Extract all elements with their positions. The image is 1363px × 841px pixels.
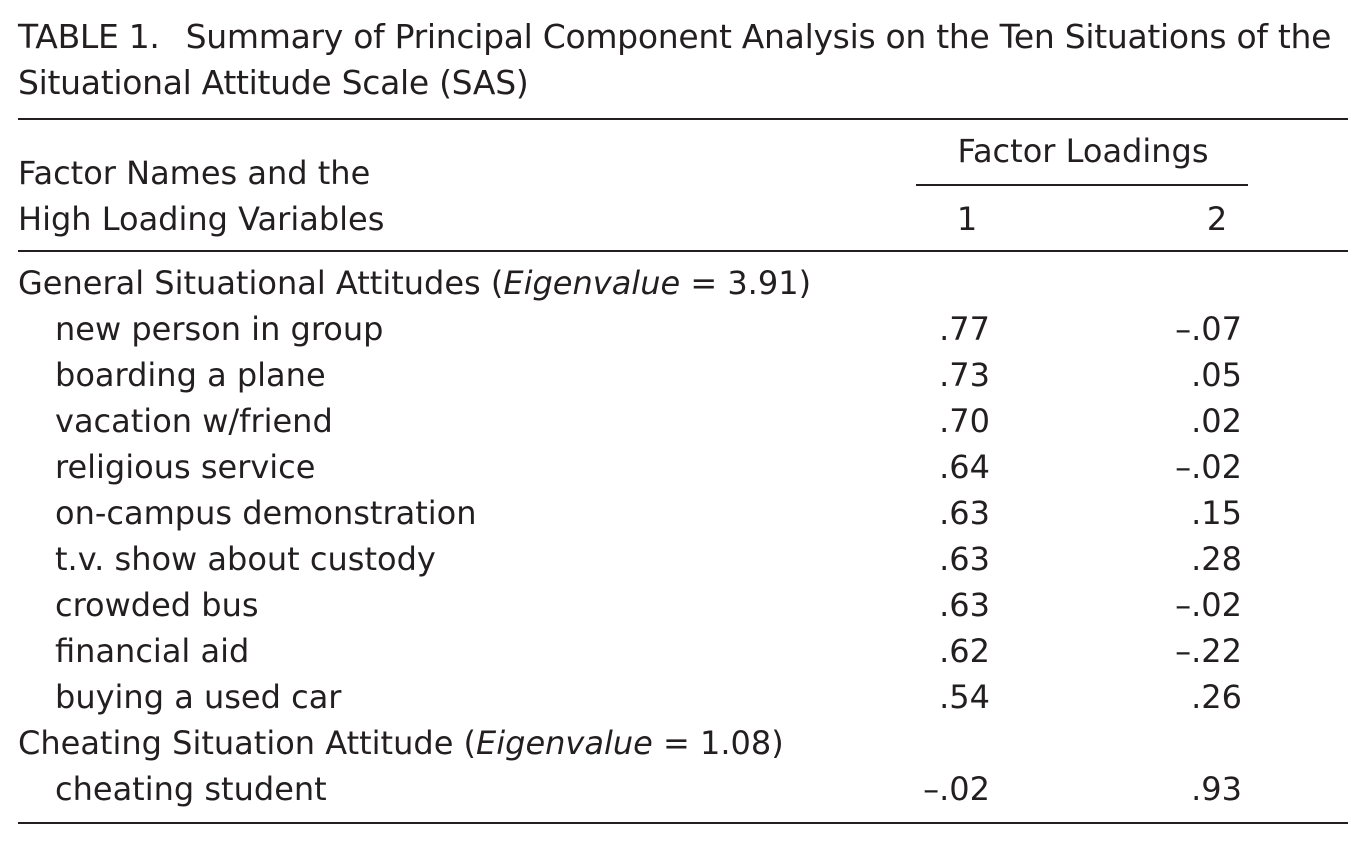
top-rule <box>18 118 1348 120</box>
eigenvalue-value: = 1.08) <box>652 724 784 762</box>
factor-1-loading: .62 <box>939 632 990 670</box>
stub-header: Factor Names and the High Loading Variab… <box>18 150 384 242</box>
caption-label: TABLE 1. <box>18 17 160 56</box>
caption-line-1: TABLE 1. Summary of Principal Component A… <box>18 14 1348 60</box>
factor-2-loading: –.22 <box>1175 632 1242 670</box>
variable-name: new person in group <box>55 310 384 348</box>
factor-2-loading: –.02 <box>1175 448 1242 486</box>
table-row: t.v. show about custody .63 .28 <box>18 536 1348 582</box>
factor-1-loading: .54 <box>939 678 990 716</box>
group-heading-row: General Situational Attitudes (Eigenvalu… <box>18 260 1348 306</box>
table-header: Factor Names and the High Loading Variab… <box>18 120 1348 250</box>
factor-2-loading: .02 <box>1191 402 1242 440</box>
group-heading: Cheating Situation Attitude (Eigenvalue … <box>18 720 784 766</box>
spanner-rule <box>916 184 1248 186</box>
factor-1-loading: .63 <box>939 540 990 578</box>
caption-line-2: Situational Attitude Scale (SAS) <box>18 63 529 102</box>
group-name: General Situational Attitudes ( <box>18 264 504 302</box>
table-caption: TABLE 1. Summary of Principal Component A… <box>18 14 1348 106</box>
table-row: crowded bus .63 –.02 <box>18 582 1348 628</box>
variable-name: t.v. show about custody <box>55 540 436 578</box>
variable-name: cheating student <box>55 770 327 808</box>
factor-2-loading: .26 <box>1191 678 1242 716</box>
factor-loadings-spanner: Factor Loadings <box>957 132 1209 170</box>
eigenvalue-label: Eigenvalue <box>476 724 653 762</box>
factor-1-loading: .63 <box>939 586 990 624</box>
variable-name: religious service <box>55 448 316 486</box>
variable-name: boarding a plane <box>55 356 326 394</box>
table-row: on-campus demonstration .63 .15 <box>18 490 1348 536</box>
factor-1-loading: –.02 <box>923 770 990 808</box>
table-row: new person in group .77 –.07 <box>18 306 1348 352</box>
table-row: vacation w/friend .70 .02 <box>18 398 1348 444</box>
factor-1-loading: .64 <box>939 448 990 486</box>
factor-2-loading: .05 <box>1191 356 1242 394</box>
table-row: religious service .64 –.02 <box>18 444 1348 490</box>
table-row: cheating student –.02 .93 <box>18 766 1348 812</box>
table-row: boarding a plane .73 .05 <box>18 352 1348 398</box>
stub-header-line-1: Factor Names and the <box>18 154 371 192</box>
factor-2-loading: .28 <box>1191 540 1242 578</box>
group-heading: General Situational Attitudes (Eigenvalu… <box>18 260 811 306</box>
table-body: General Situational Attitudes (Eigenvalu… <box>18 252 1348 822</box>
factor-1-loading: .73 <box>939 356 990 394</box>
table-container: TABLE 1. Summary of Principal Component A… <box>18 0 1348 824</box>
variable-name: financial aid <box>55 632 250 670</box>
group-name: Cheating Situation Attitude ( <box>18 724 477 762</box>
factor-2-loading: .93 <box>1191 770 1242 808</box>
factor-1-loading: .70 <box>939 402 990 440</box>
variable-name: on-campus demonstration <box>55 494 477 532</box>
eigenvalue-label: Eigenvalue <box>503 264 681 302</box>
stub-header-line-2: High Loading Variables <box>18 200 385 238</box>
factor-1-loading: .63 <box>939 494 990 532</box>
header-rule <box>18 250 1348 252</box>
factor-2-loading: –.02 <box>1175 586 1242 624</box>
factor-2-loading: –.07 <box>1175 310 1242 348</box>
caption-title: Summary of Principal Component Analysis … <box>185 17 1332 56</box>
factor-1-loading: .77 <box>939 310 990 348</box>
eigenvalue-value: = 3.91) <box>680 264 812 302</box>
bottom-rule <box>18 822 1348 824</box>
variable-name: vacation w/friend <box>55 402 333 440</box>
column-header-2: 2 <box>1206 200 1228 238</box>
variable-name: crowded bus <box>55 586 259 624</box>
group-heading-row: Cheating Situation Attitude (Eigenvalue … <box>18 720 1348 766</box>
table-row: buying a used car .54 .26 <box>18 674 1348 720</box>
factor-2-loading: .15 <box>1191 494 1242 532</box>
variable-name: buying a used car <box>55 678 342 716</box>
column-header-1: 1 <box>956 200 978 238</box>
table-row: financial aid .62 –.22 <box>18 628 1348 674</box>
